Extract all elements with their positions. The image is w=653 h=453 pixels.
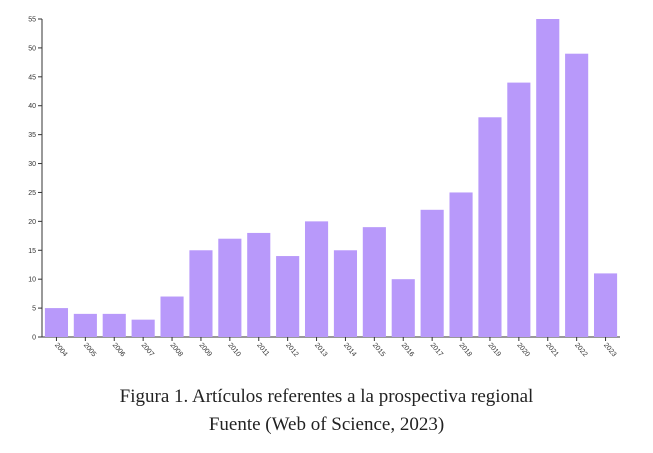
bar — [276, 256, 300, 337]
bar — [189, 250, 213, 337]
x-tick-label: 2019 — [486, 342, 501, 359]
bar — [391, 279, 415, 337]
x-tick-label: 2012 — [284, 342, 299, 359]
y-tick-label: 15 — [28, 248, 36, 255]
x-tick-label: 2007 — [140, 342, 155, 359]
bar — [160, 296, 184, 337]
bar — [536, 19, 560, 337]
x-tick-label: 2020 — [515, 342, 530, 359]
x-tick-label: 2011 — [255, 342, 270, 358]
bar — [449, 192, 473, 337]
bar — [565, 53, 589, 337]
x-tick-label: 2004 — [53, 342, 68, 359]
bar — [478, 117, 502, 337]
bar — [247, 232, 271, 337]
x-tick-label: 2008 — [169, 342, 184, 359]
x-tick-label: 2005 — [82, 342, 97, 359]
x-tick-label: 2015 — [371, 342, 386, 359]
y-axis: 0 5 10 15 20 25 30 35 40 45 50 55 — [28, 17, 43, 342]
y-tick-label: 50 — [28, 45, 36, 52]
bars — [44, 19, 618, 337]
bar — [218, 238, 242, 337]
y-tick-label: 5 — [32, 306, 36, 313]
bar — [420, 209, 444, 337]
x-tick-label: 2010 — [226, 342, 241, 359]
bar — [593, 273, 618, 337]
y-tick-label: 30 — [28, 161, 36, 168]
bar — [304, 221, 329, 337]
x-tick-label: 2013 — [313, 342, 328, 359]
x-tick-label: 2006 — [111, 342, 126, 359]
x-tick-label: 2022 — [573, 342, 588, 359]
y-tick-label: 20 — [28, 219, 36, 226]
bar — [44, 308, 69, 337]
y-tick-label: 55 — [28, 17, 36, 24]
x-tick-label: 2018 — [458, 342, 473, 359]
x-tick-label: 2016 — [400, 342, 415, 359]
y-tick-label: 45 — [28, 74, 36, 81]
x-tick-label: 2021 — [544, 342, 559, 359]
y-tick-label: 0 — [32, 335, 36, 342]
x-axis: 2004 2005 2006 2007 2008 2009 2010 2011 2012 2013… — [42, 336, 620, 359]
figure-caption: Figura 1. Artículos referentes a la pros… — [119, 386, 534, 407]
figure-source: Fuente (Web of Science, 2023) — [208, 414, 445, 435]
y-tick-label: 35 — [28, 132, 36, 139]
bar — [131, 319, 155, 337]
x-tick-label: 2023 — [602, 342, 617, 359]
y-tick-label: 25 — [28, 190, 36, 197]
y-tick-label: 40 — [28, 103, 36, 110]
x-tick-label: 2014 — [342, 342, 357, 359]
x-tick-label: 2009 — [197, 342, 212, 359]
x-tick-label: 2017 — [429, 342, 444, 359]
bar — [73, 313, 97, 337]
bar — [333, 250, 358, 337]
bar — [507, 82, 531, 337]
y-tick-label: 10 — [28, 277, 36, 284]
bar — [362, 227, 386, 337]
bar — [102, 313, 126, 337]
